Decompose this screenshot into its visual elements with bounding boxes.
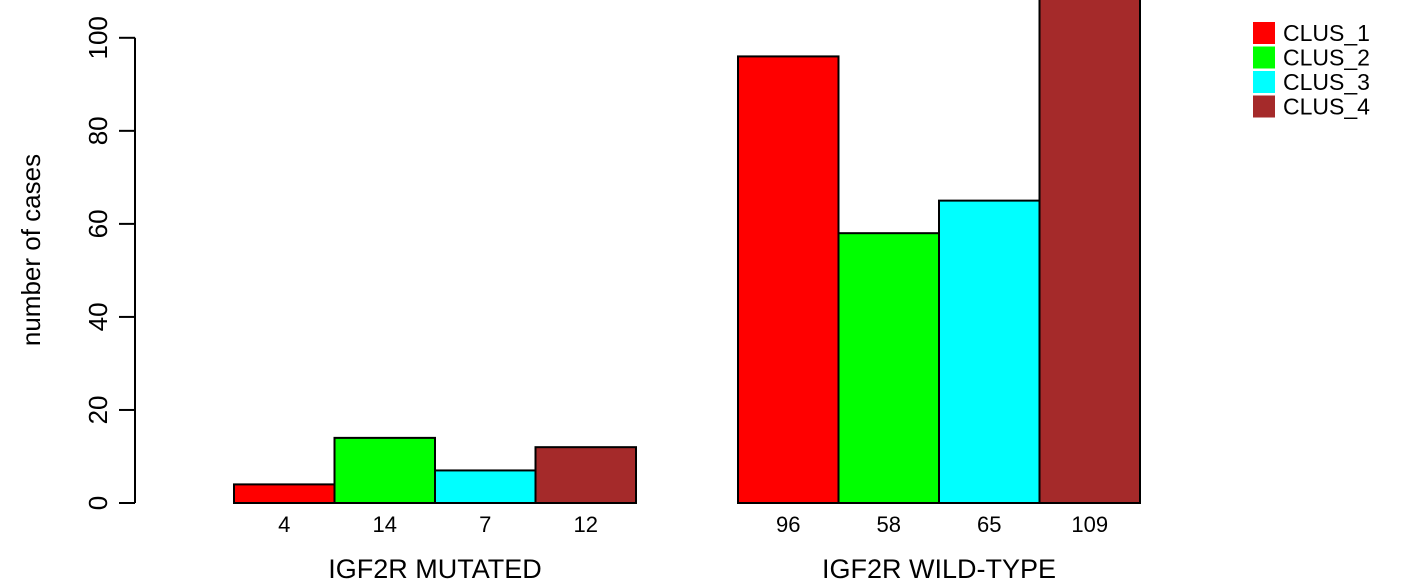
y-axis-label: number of cases: [16, 154, 46, 346]
bar-clus-2: [837, 232, 940, 505]
group-label: IGF2R MUTATED: [328, 554, 542, 584]
legend-label: CLUS_3: [1283, 69, 1370, 95]
y-axis: 0 20 40 60 80 100: [83, 16, 136, 510]
bar-value-label: 7: [479, 512, 491, 537]
bar-value-label: 4: [278, 512, 290, 537]
y-tick-label: 20: [83, 395, 113, 424]
y-tick-label: 100: [83, 16, 113, 59]
bar-value-label: 12: [574, 512, 598, 537]
bar-clus-4: [534, 446, 637, 504]
legend-swatch: [1253, 95, 1275, 118]
bar-value-label: 96: [776, 512, 800, 537]
bar-clus-2: [333, 436, 436, 505]
legend-swatch: [1253, 22, 1275, 44]
legend-swatch: [1253, 71, 1275, 93]
group-label: IGF2R WILD-TYPE: [822, 554, 1056, 584]
legend-label: CLUS_4: [1283, 94, 1370, 120]
y-tick-label: 80: [83, 116, 113, 145]
bar-value-label: 14: [373, 512, 397, 537]
y-tick-label: 60: [83, 209, 113, 238]
bar-clus-3: [938, 199, 1041, 504]
value-labels: 4 14 7 12 96 58 65 109: [278, 512, 1108, 537]
group-labels: IGF2R MUTATED IGF2R WILD-TYPE: [328, 554, 1056, 584]
legend-swatch: [1253, 46, 1275, 69]
y-tick-label: 0: [83, 496, 113, 510]
legend-label: CLUS_1: [1283, 20, 1370, 46]
legend-label: CLUS_2: [1283, 45, 1370, 71]
bar-clus-1: [233, 483, 336, 504]
bar-clus-4: [1038, 0, 1141, 504]
bar-value-label: 109: [1071, 512, 1108, 537]
y-tick-label: 40: [83, 302, 113, 331]
bar-value-label: 65: [977, 512, 1001, 537]
bar-clus-1: [737, 55, 840, 505]
bar-clus-3: [434, 469, 537, 505]
bars: [233, 0, 1141, 505]
bar-value-label: 58: [877, 512, 901, 537]
